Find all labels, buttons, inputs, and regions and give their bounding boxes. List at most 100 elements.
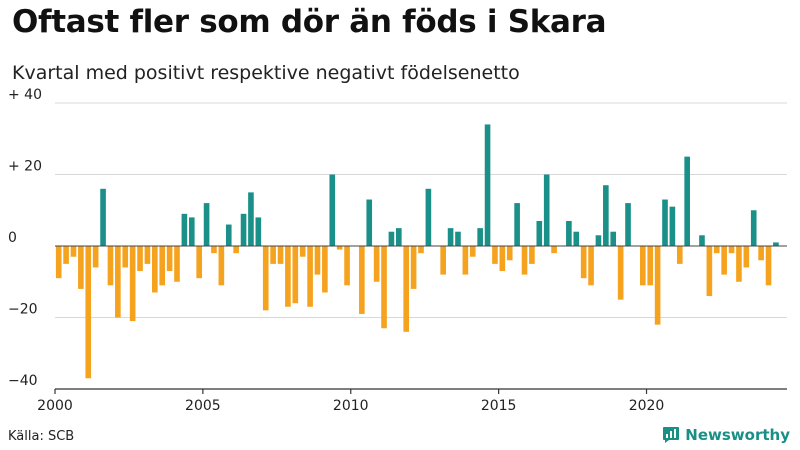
bar bbox=[706, 246, 713, 297]
bar bbox=[366, 199, 373, 246]
axes bbox=[54, 245, 787, 394]
bar bbox=[469, 246, 476, 257]
bar bbox=[543, 174, 550, 246]
bar bbox=[410, 246, 417, 289]
bar bbox=[188, 217, 195, 246]
bar bbox=[137, 246, 143, 272]
bar bbox=[144, 246, 151, 264]
bar bbox=[203, 203, 210, 246]
bar bbox=[285, 246, 291, 307]
bar bbox=[721, 246, 727, 275]
bar bbox=[529, 246, 535, 264]
brand-logo[interactable]: Newsworthy bbox=[662, 426, 790, 444]
bar bbox=[654, 246, 661, 325]
bar bbox=[196, 246, 202, 279]
bar bbox=[152, 246, 158, 293]
bar bbox=[610, 231, 617, 246]
y-tick-label: −20 bbox=[8, 302, 38, 318]
bar bbox=[70, 246, 77, 257]
bars bbox=[55, 124, 779, 379]
bar bbox=[129, 246, 136, 322]
bar bbox=[662, 199, 668, 246]
y-tick-label: + 40 bbox=[8, 87, 42, 103]
chart-title: Oftast fler som dör än föds i Skara bbox=[12, 4, 607, 40]
bar bbox=[669, 206, 676, 246]
bar bbox=[765, 246, 772, 286]
bar bbox=[514, 203, 520, 246]
bar bbox=[211, 246, 217, 254]
bar bbox=[181, 213, 188, 246]
bar bbox=[551, 246, 557, 254]
y-tick-label: 0 bbox=[8, 230, 17, 246]
bar bbox=[233, 246, 239, 254]
bar bbox=[521, 246, 528, 275]
bar bbox=[743, 246, 750, 268]
bar bbox=[314, 246, 321, 275]
bar bbox=[166, 246, 173, 272]
bar bbox=[388, 231, 395, 246]
bar bbox=[381, 246, 387, 329]
bar bbox=[255, 217, 262, 246]
bar bbox=[506, 246, 513, 261]
bar bbox=[713, 246, 720, 254]
chart-subtitle: Kvartal med positivt respektive negativt… bbox=[12, 62, 520, 84]
tick-labels: + 40 + 20 0 −20 −40 2000 2005 2010 2015 2020 bbox=[8, 87, 664, 414]
bar bbox=[270, 246, 276, 264]
bar bbox=[625, 203, 631, 246]
bar bbox=[647, 246, 654, 286]
bar bbox=[676, 246, 683, 264]
bar bbox=[418, 246, 424, 254]
bar bbox=[536, 220, 543, 246]
bar bbox=[329, 174, 336, 246]
bar bbox=[758, 246, 764, 261]
bar bbox=[122, 246, 129, 268]
bar bbox=[225, 224, 232, 246]
bar bbox=[499, 246, 506, 272]
y-tick-label: −40 bbox=[8, 373, 38, 389]
bar bbox=[396, 228, 402, 247]
bar bbox=[85, 246, 92, 379]
bar bbox=[344, 246, 350, 286]
bar bbox=[322, 246, 328, 293]
bar bbox=[492, 246, 498, 264]
bar bbox=[336, 246, 343, 250]
bar bbox=[750, 210, 757, 246]
bar bbox=[240, 213, 247, 246]
bar bbox=[292, 246, 299, 304]
bar bbox=[573, 231, 580, 246]
y-tick-label: + 20 bbox=[8, 159, 42, 175]
bar bbox=[159, 246, 166, 286]
bar bbox=[277, 246, 284, 264]
bar bbox=[115, 246, 121, 318]
bar bbox=[588, 246, 594, 286]
x-tick-label: 2000 bbox=[37, 398, 73, 414]
bar bbox=[440, 246, 446, 275]
x-tick-label: 2010 bbox=[333, 398, 369, 414]
bar bbox=[373, 246, 380, 282]
bar bbox=[773, 242, 779, 246]
bar bbox=[617, 246, 624, 300]
bar bbox=[477, 228, 483, 247]
x-tick-label: 2015 bbox=[481, 398, 517, 414]
bar bbox=[736, 246, 742, 282]
bar bbox=[248, 192, 254, 247]
bar bbox=[403, 246, 410, 332]
x-tick-label: 2005 bbox=[185, 398, 221, 414]
bar bbox=[425, 188, 432, 246]
bar bbox=[447, 228, 454, 247]
bar bbox=[462, 246, 469, 275]
bar bbox=[699, 235, 705, 246]
x-tick-label: 2020 bbox=[629, 398, 665, 414]
bar bbox=[78, 246, 84, 289]
bar bbox=[262, 246, 269, 311]
bar bbox=[299, 246, 306, 257]
bar bbox=[728, 246, 735, 254]
bar bbox=[595, 235, 602, 246]
bar bbox=[174, 246, 180, 282]
bar bbox=[218, 246, 225, 286]
bar bbox=[100, 188, 106, 246]
bar bbox=[55, 246, 62, 279]
bar bbox=[63, 246, 69, 264]
bar bbox=[566, 220, 572, 246]
